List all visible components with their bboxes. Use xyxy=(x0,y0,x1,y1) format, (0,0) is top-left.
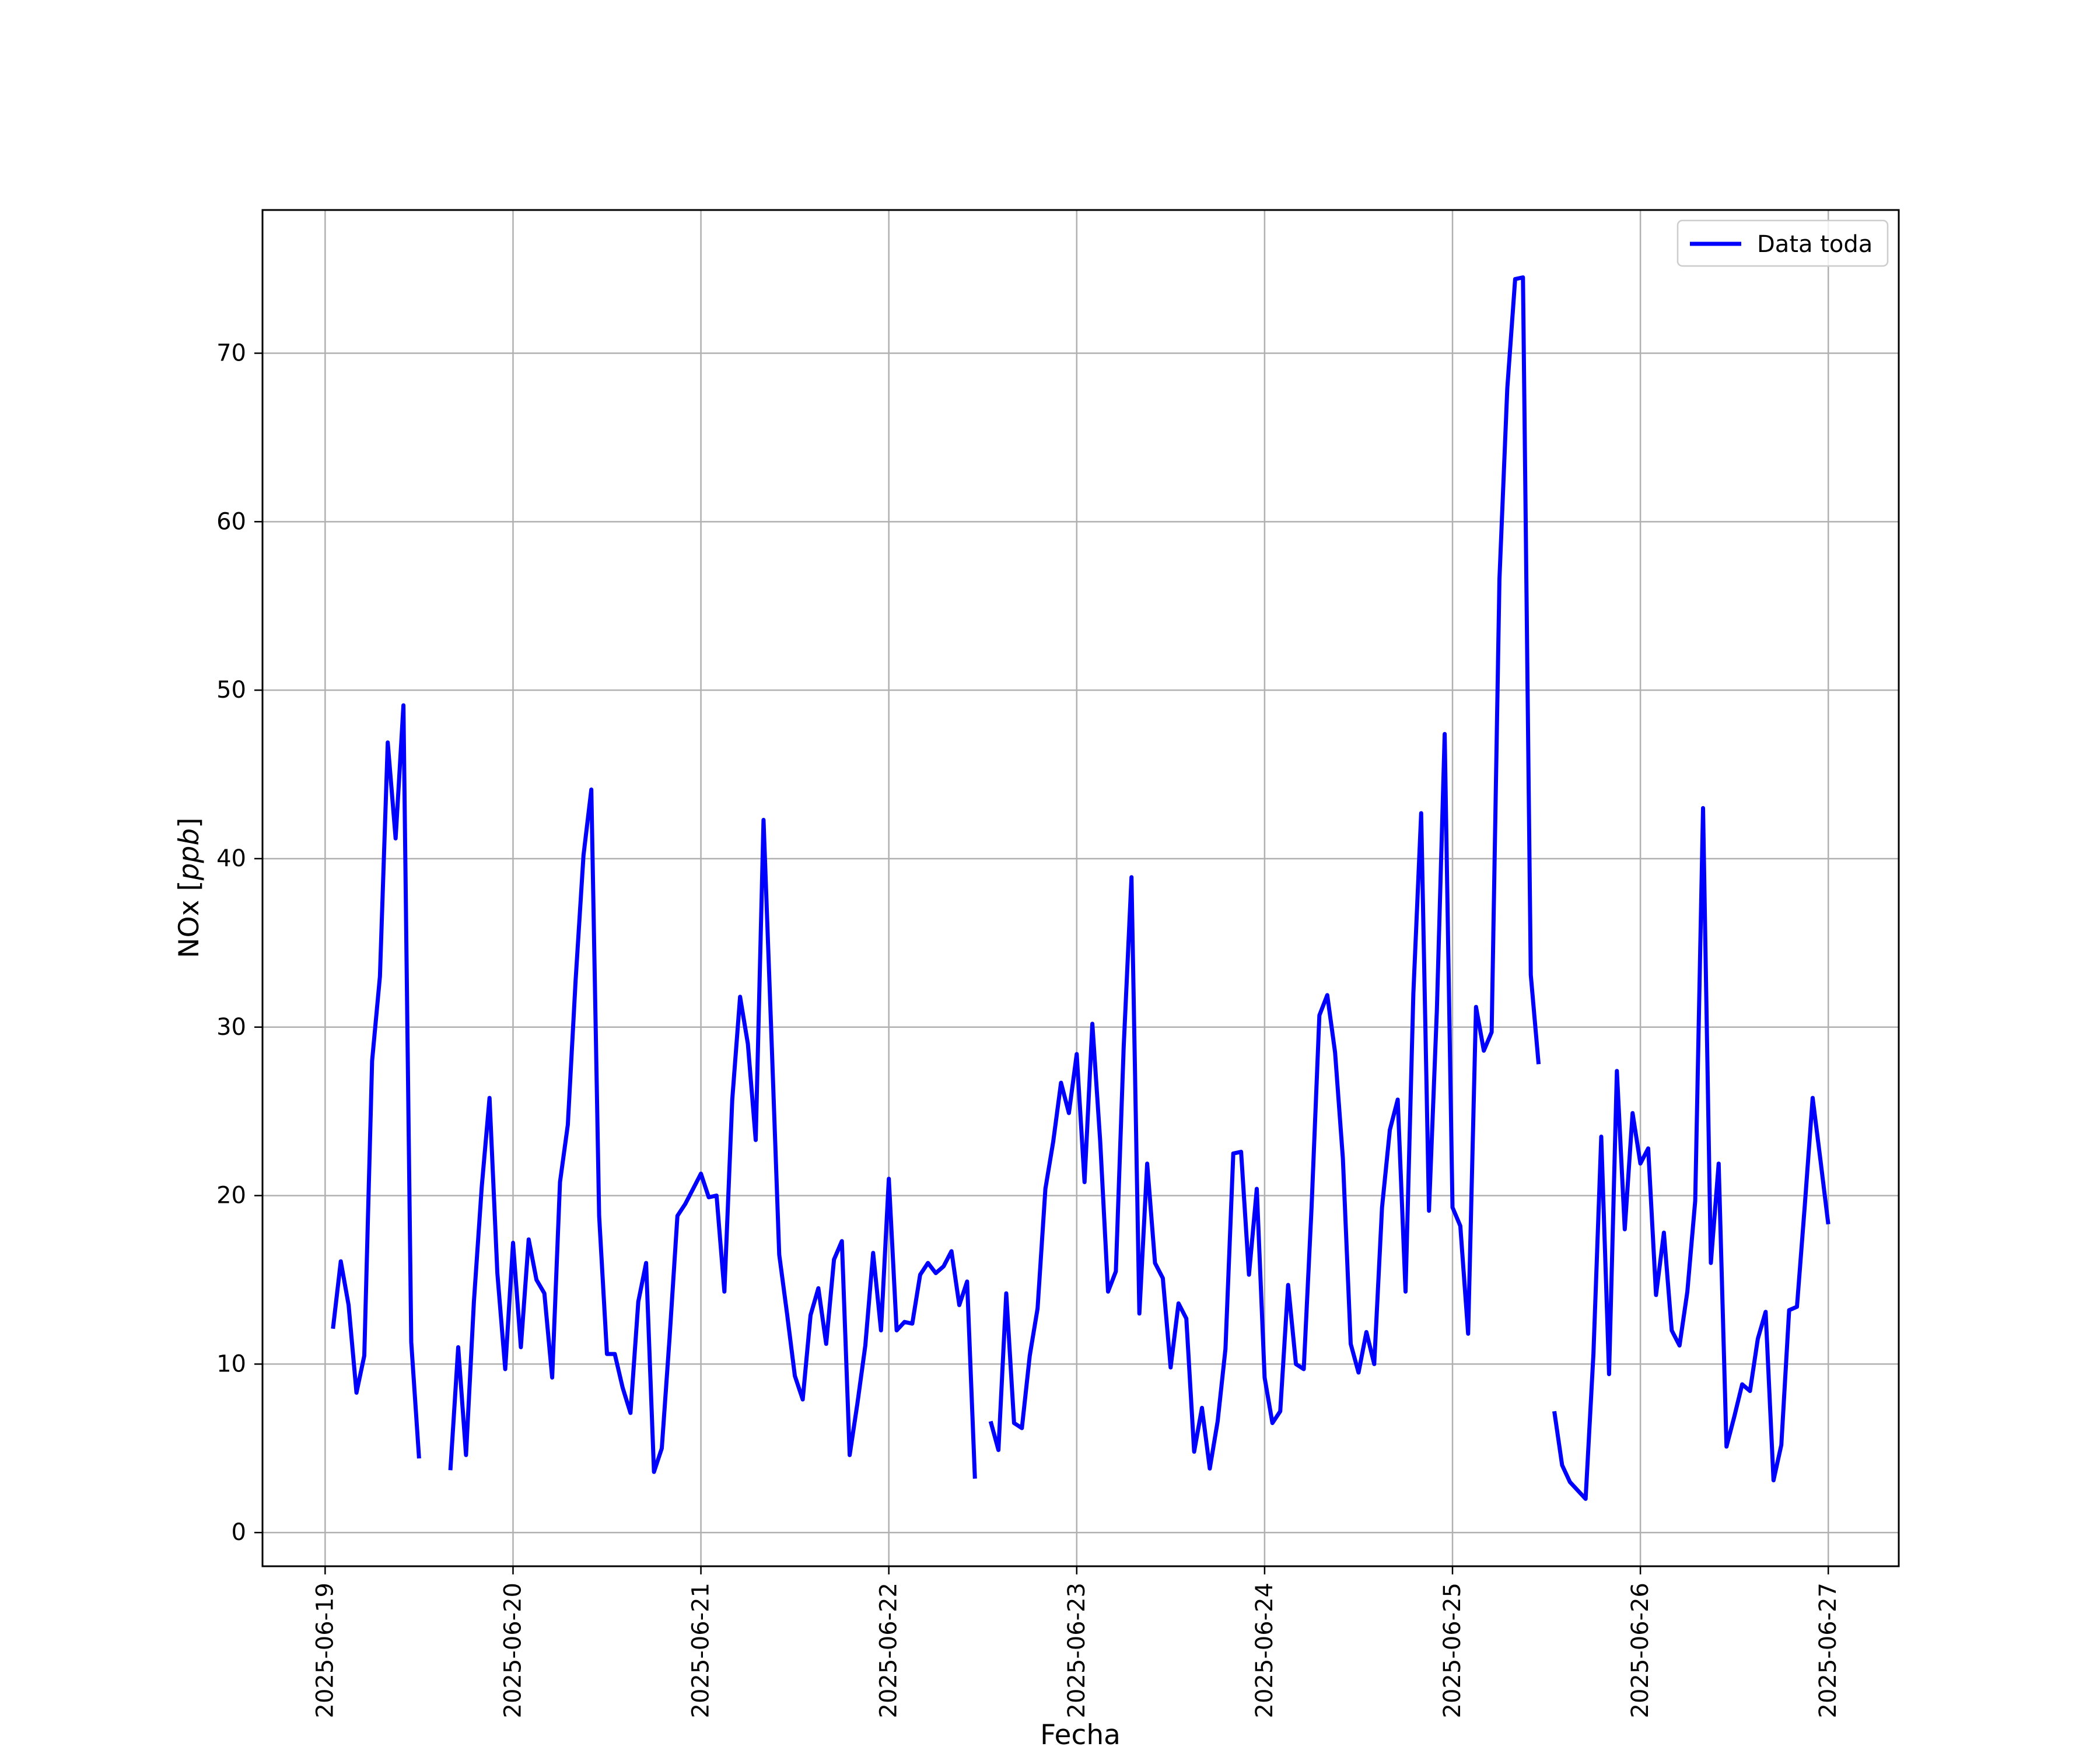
plot-area-frame xyxy=(261,209,1900,1567)
series-path-data-toda xyxy=(331,275,1831,1501)
y-tick-label: 30 xyxy=(216,1014,246,1041)
y-tick-label: 10 xyxy=(216,1350,246,1377)
x-tick-label: 2025-06-23 xyxy=(1063,1583,1090,1718)
legend: Data toda xyxy=(1676,219,1889,267)
x-tick-label: 2025-06-24 xyxy=(1251,1583,1278,1718)
y-tick-label: 50 xyxy=(216,677,246,704)
x-tick-label: 2025-06-25 xyxy=(1439,1583,1466,1718)
x-tick-label: 2025-06-20 xyxy=(499,1583,526,1718)
x-axis-label: Fecha xyxy=(1040,1719,1121,1750)
x-tick-label: 2025-06-27 xyxy=(1815,1583,1842,1718)
y-tick-label: 20 xyxy=(216,1182,246,1209)
x-tick-label: 2025-06-22 xyxy=(876,1583,902,1718)
y-tick-label: 0 xyxy=(232,1519,246,1546)
y-tick-label: 70 xyxy=(216,340,246,366)
y-axis-unit: ppb xyxy=(173,828,205,881)
series-line-data-toda xyxy=(331,275,1831,1501)
x-axis-ticks: 2025-06-19 2025-06-20 2025-06-21 2025-06-22… xyxy=(312,1566,1842,1718)
y-tick-label: 40 xyxy=(216,845,246,872)
x-tick-label: 2025-06-21 xyxy=(688,1583,715,1718)
y-tick-label: 60 xyxy=(216,508,246,535)
grid xyxy=(262,210,1899,1566)
x-tick-label: 2025-06-26 xyxy=(1627,1583,1654,1718)
legend-box xyxy=(1676,219,1889,267)
y-axis-label: NOx [ppb] xyxy=(173,817,205,958)
legend-label: Data toda xyxy=(1757,231,1873,258)
y-axis-ticks: 0 10 20 30 40 50 60 70 xyxy=(216,340,262,1546)
x-tick-label: 2025-06-19 xyxy=(312,1583,338,1718)
